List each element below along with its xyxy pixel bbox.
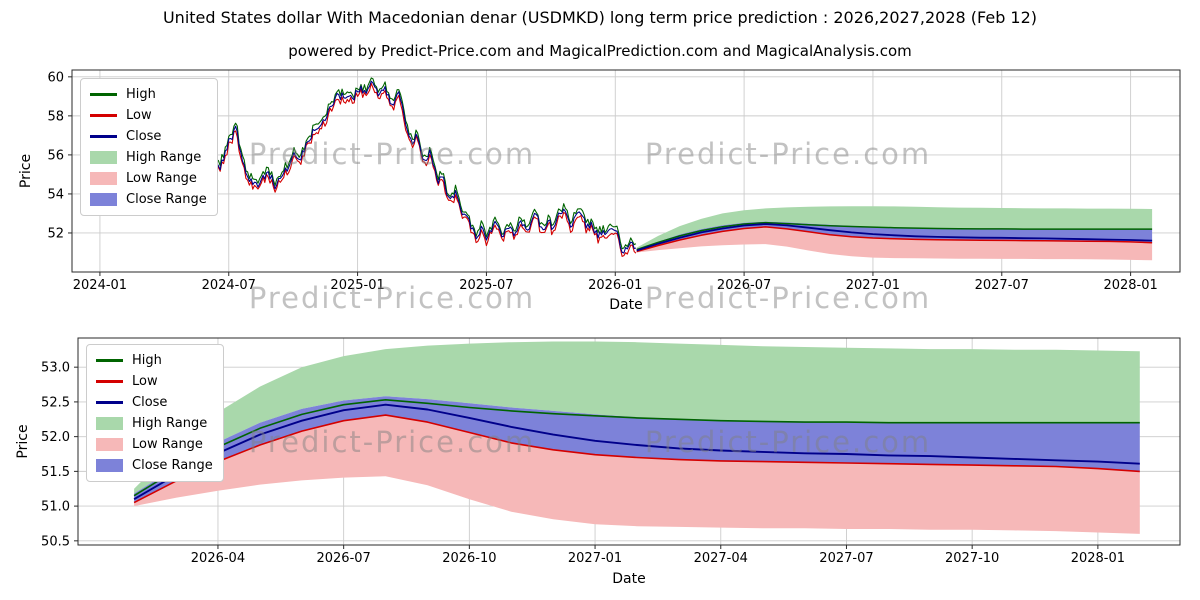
legend-item-low-range: Low Range (90, 170, 207, 187)
legend-item-high: High (90, 86, 207, 103)
legend-item-close-range: Close Range (96, 457, 213, 474)
legend-line-swatch (90, 93, 117, 96)
svg-text:2026-10: 2026-10 (442, 551, 496, 566)
legend-item-close: Close (96, 394, 213, 411)
legend-label: High (132, 353, 162, 368)
svg-text:2028-01: 2028-01 (1103, 278, 1157, 293)
svg-text:2027-07: 2027-07 (975, 278, 1029, 293)
svg-text:2027-01: 2027-01 (846, 278, 900, 293)
legend-label: Close (132, 395, 168, 410)
svg-text:2027-10: 2027-10 (945, 551, 999, 566)
svg-text:2028-01: 2028-01 (1071, 551, 1125, 566)
svg-text:52.5: 52.5 (41, 395, 70, 410)
top-chart-legend: High Low Close High Range Low Range Close Ran… (80, 78, 218, 216)
svg-text:2024-01: 2024-01 (73, 278, 127, 293)
legend-patch-swatch (96, 438, 123, 451)
svg-text:2026-04: 2026-04 (191, 551, 245, 566)
legend-item-close: Close (90, 128, 207, 145)
legend-label: High Range (126, 150, 202, 165)
legend-label: Low (132, 374, 158, 389)
legend-patch-swatch (96, 459, 123, 472)
legend-line-swatch (90, 114, 117, 117)
legend-item-low-range: Low Range (96, 436, 213, 453)
svg-text:2027-07: 2027-07 (819, 551, 873, 566)
legend-label: Low (126, 108, 152, 123)
svg-text:58: 58 (47, 109, 64, 124)
legend-label: High (126, 87, 156, 102)
legend-item-high-range: High Range (90, 149, 207, 166)
legend-patch-swatch (90, 151, 117, 164)
svg-text:60: 60 (47, 70, 64, 85)
svg-text:Price: Price (15, 424, 31, 458)
svg-text:56: 56 (47, 148, 64, 163)
legend-label: High Range (132, 416, 208, 431)
legend-item-low: Low (90, 107, 207, 124)
svg-text:2026-07: 2026-07 (717, 278, 771, 293)
bottom-chart-legend: High Low Close High Range Low Range Close Ran… (86, 344, 224, 482)
svg-text:2027-01: 2027-01 (568, 551, 622, 566)
top-chart: 2024-01 2024-07 2025-01 2025-07 2026-01 2026-… (18, 69, 1181, 313)
svg-text:52.0: 52.0 (41, 430, 70, 445)
legend-line-swatch (90, 135, 117, 138)
svg-text:54: 54 (47, 187, 64, 202)
figure-title: United States dollar With Macedonian den… (162, 8, 1038, 27)
svg-text:2027-04: 2027-04 (694, 551, 748, 566)
figure-subtitle: powered by Predict-Price.com and Magical… (288, 42, 912, 60)
svg-text:2025-01: 2025-01 (330, 278, 384, 293)
svg-text:2025-07: 2025-07 (459, 278, 513, 293)
legend-item-high: High (96, 352, 213, 369)
svg-text:52: 52 (47, 226, 64, 241)
legend-label: Close Range (126, 192, 207, 207)
svg-text:2024-07: 2024-07 (202, 278, 256, 293)
svg-text:53.0: 53.0 (41, 361, 70, 376)
svg-text:51.0: 51.0 (41, 500, 70, 515)
svg-text:50.5: 50.5 (41, 534, 70, 549)
svg-text:Price: Price (18, 154, 34, 188)
legend-label: Low Range (126, 171, 197, 186)
legend-line-swatch (96, 359, 123, 362)
legend-line-swatch (96, 380, 123, 383)
legend-item-high-range: High Range (96, 415, 213, 432)
legend-item-close-range: Close Range (90, 191, 207, 208)
svg-text:Date: Date (612, 571, 645, 587)
legend-item-low: Low (96, 373, 213, 390)
legend-patch-swatch (96, 417, 123, 430)
legend-patch-swatch (90, 172, 117, 185)
legend-line-swatch (96, 401, 123, 404)
svg-text:2026-07: 2026-07 (316, 551, 370, 566)
legend-label: Close Range (132, 458, 213, 473)
svg-text:Date: Date (609, 297, 642, 313)
bottom-chart: 2026-04 2026-07 2026-10 2027-01 2027-04 2027-… (15, 337, 1181, 587)
svg-text:51.5: 51.5 (41, 465, 70, 480)
legend-patch-swatch (90, 193, 117, 206)
legend-label: Close (126, 129, 162, 144)
svg-text:2026-01: 2026-01 (588, 278, 642, 293)
legend-label: Low Range (132, 437, 203, 452)
